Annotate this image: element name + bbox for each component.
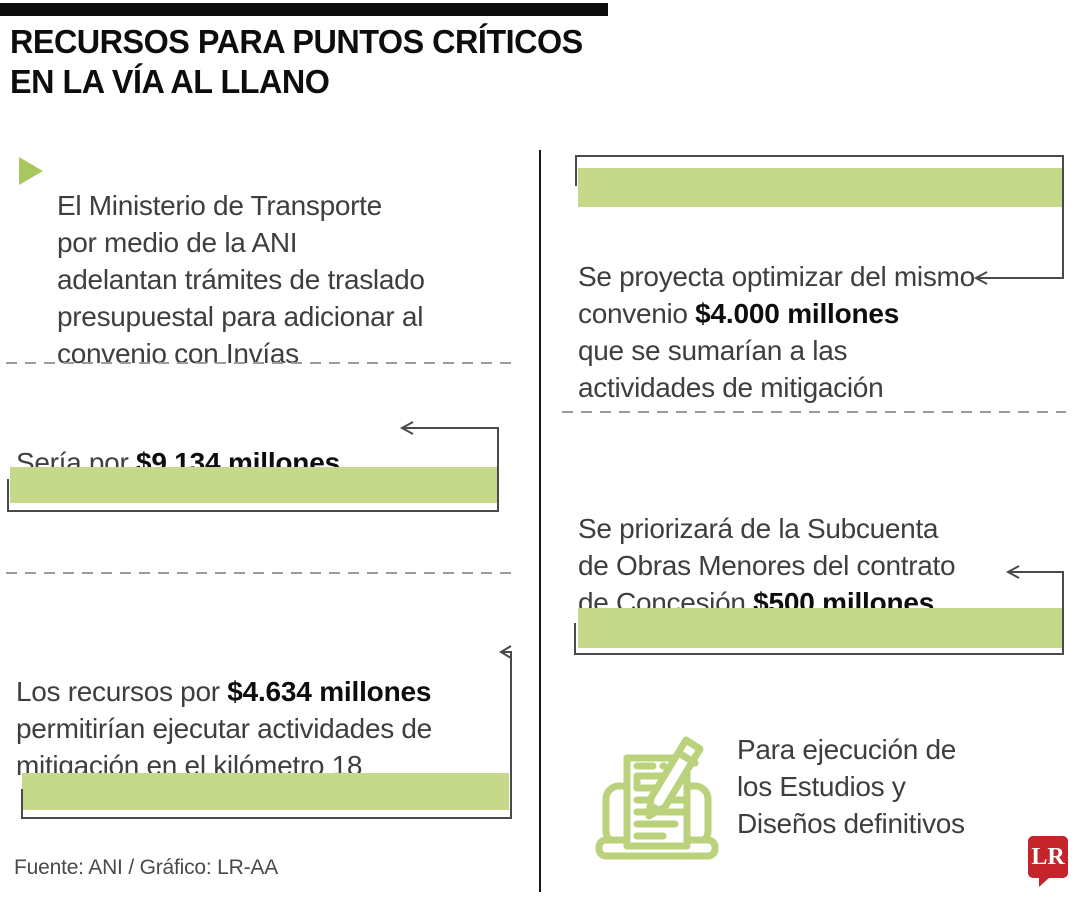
studies-note: Para ejecución de los Estudios y Diseños… [737, 734, 965, 839]
highlight-bar-500 [578, 608, 1063, 648]
lr-logo: LR [1028, 836, 1068, 887]
lr-logo-text: LR [1031, 844, 1065, 870]
notebook-pencil-icon [595, 736, 719, 860]
page-title: RECURSOS PARA PUNTOS CRÍTICOS EN LA VÍA … [10, 23, 583, 100]
highlight-bar-9134 [10, 467, 498, 503]
highlight-bar-4000 [578, 168, 1063, 207]
amount-4000-value: $4.000 millones [695, 298, 900, 329]
amount-500-label: Se priorizará de la Subcuenta de Obras M… [578, 513, 956, 618]
pencil-tip [648, 804, 662, 817]
amount-4634-value: $4.634 millones [227, 676, 432, 707]
intro-paragraph: El Ministerio de Transporte por medio de… [57, 150, 517, 372]
pencil-cap-line [678, 751, 699, 767]
amount-4634-label: Los recursos por $4.634 millones permiti… [16, 676, 432, 781]
triangle-right-icon [19, 157, 43, 185]
intro-text: El Ministerio de Transporte por medio de… [57, 190, 425, 369]
source-credit: Fuente: ANI / Gráfico: LR-AA [14, 856, 279, 879]
highlight-bar-4634 [22, 773, 509, 810]
amount-4000-label: Se proyecta optimizar del mismo convenio… [578, 261, 975, 403]
header-accent-bar [0, 3, 608, 16]
